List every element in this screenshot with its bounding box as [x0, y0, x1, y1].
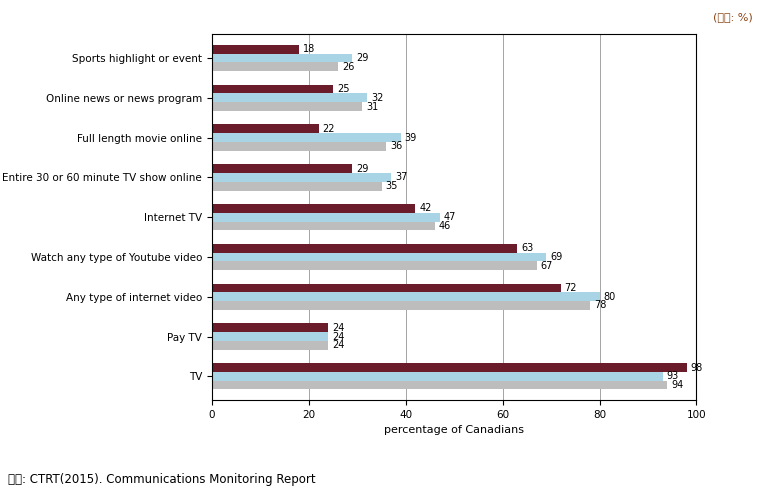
Legend: Francophones, Anglophones, National: Francophones, Anglophones, National [316, 487, 592, 488]
Text: 35: 35 [385, 181, 397, 191]
Text: 출처: CTRT(2015). Communications Monitoring Report: 출처: CTRT(2015). Communications Monitorin… [8, 472, 315, 486]
Bar [212, 45, 299, 54]
Text: 94: 94 [671, 380, 684, 390]
Bar [212, 244, 517, 253]
Bar [212, 222, 435, 230]
Text: 69: 69 [550, 252, 562, 262]
Bar [212, 341, 329, 349]
Text: 80: 80 [603, 292, 615, 302]
Text: 25: 25 [337, 84, 350, 94]
Bar [212, 173, 391, 182]
Text: 98: 98 [690, 363, 703, 372]
Text: 32: 32 [371, 93, 383, 103]
Text: 18: 18 [303, 44, 316, 54]
Bar [212, 142, 386, 151]
Bar [212, 133, 401, 142]
Text: 24: 24 [332, 331, 344, 342]
Bar [212, 54, 353, 62]
Bar [212, 164, 353, 173]
Text: 31: 31 [366, 102, 378, 112]
Text: 42: 42 [419, 203, 431, 213]
X-axis label: percentage of Canadians: percentage of Canadians [385, 426, 524, 435]
Bar [212, 372, 662, 381]
Bar [212, 93, 367, 102]
Text: 63: 63 [521, 243, 534, 253]
Bar [212, 363, 687, 372]
Bar [212, 332, 329, 341]
Text: 36: 36 [391, 142, 403, 151]
Bar [212, 62, 338, 71]
Text: 26: 26 [342, 62, 354, 72]
Text: 39: 39 [405, 133, 417, 142]
Bar [212, 102, 362, 111]
Text: 78: 78 [593, 301, 606, 310]
Bar [212, 284, 561, 292]
Text: 67: 67 [540, 261, 553, 271]
Bar [212, 204, 416, 213]
Text: 24: 24 [332, 323, 344, 333]
Text: 24: 24 [332, 340, 344, 350]
Bar [212, 213, 440, 222]
Bar [212, 324, 329, 332]
Bar [212, 182, 382, 190]
Bar [212, 261, 537, 270]
Text: 22: 22 [322, 124, 335, 134]
Text: 47: 47 [444, 212, 456, 222]
Text: 37: 37 [395, 172, 407, 183]
Text: 72: 72 [565, 283, 577, 293]
Text: (단위: %): (단위: %) [713, 12, 753, 22]
Text: 29: 29 [357, 163, 369, 174]
Text: 29: 29 [357, 53, 369, 63]
Bar [212, 124, 319, 133]
Text: 46: 46 [439, 221, 451, 231]
Text: 93: 93 [666, 371, 679, 381]
Bar [212, 292, 600, 301]
Bar [212, 253, 547, 261]
Bar [212, 85, 333, 93]
Bar [212, 381, 668, 389]
Bar [212, 301, 590, 310]
